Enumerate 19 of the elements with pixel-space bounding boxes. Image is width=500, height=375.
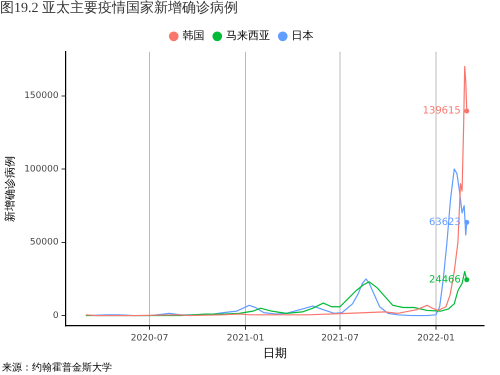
chart-title: 图19.2 亚太主要疫情国家新增确诊病例 <box>0 0 238 16</box>
x-tick-label: 2020-07 <box>130 334 168 344</box>
annotation: 139615 <box>422 106 461 117</box>
legend-label: 马来西亚 <box>226 29 270 42</box>
source-note: 来源：约翰霍普金斯大学 <box>2 362 112 374</box>
point <box>464 277 470 282</box>
x-tick-label: 2021-07 <box>321 334 359 344</box>
x-tick-label: 2022-01 <box>417 334 455 344</box>
y-tick-label: 150000 <box>24 91 59 102</box>
y-tick-label: 0 <box>52 310 59 321</box>
point <box>464 220 470 225</box>
y-axis-title: 新增确诊病例 <box>3 156 16 222</box>
y-tick-label: 100000 <box>24 164 59 174</box>
legend-label: 韩国 <box>182 29 204 42</box>
x-axis-title: 日期 <box>262 346 287 360</box>
legend-label: 日本 <box>291 29 314 42</box>
y-tick-label: 50000 <box>30 238 59 248</box>
x-tick-label: 2021-01 <box>226 334 264 344</box>
point <box>464 108 470 114</box>
